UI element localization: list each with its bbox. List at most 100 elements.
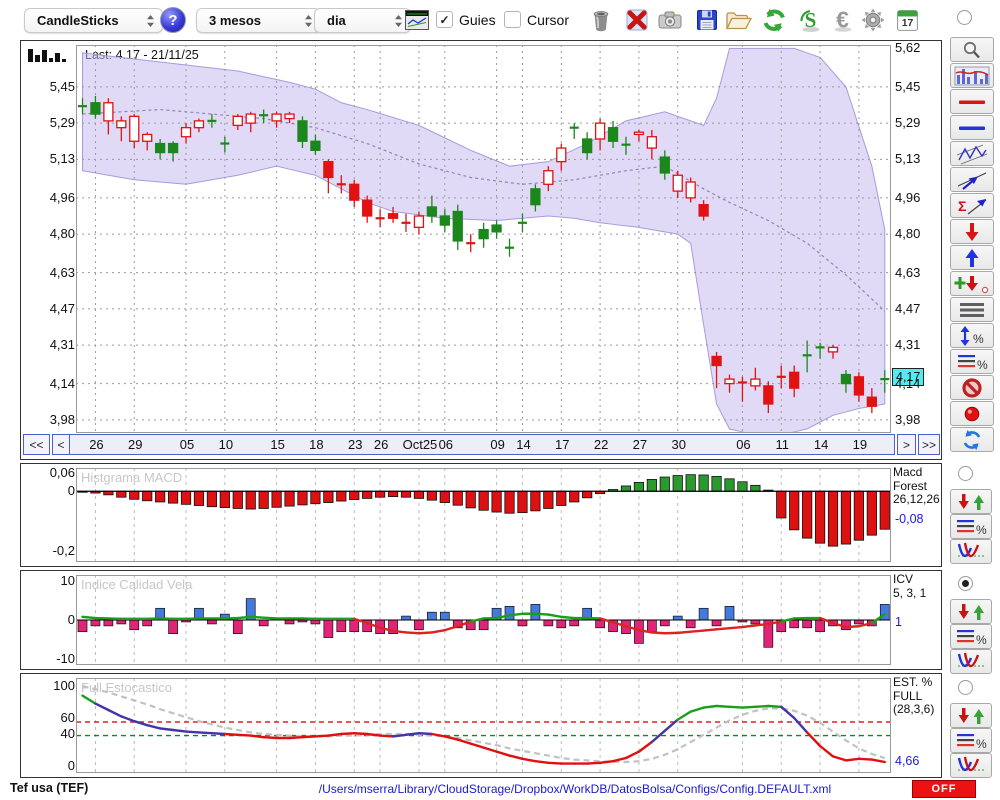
nav-first-button[interactable]: << [23, 434, 50, 455]
stoch-tool-curve-v-button[interactable] [950, 753, 992, 778]
svg-text:%: % [976, 737, 987, 751]
sigma-trend-button[interactable]: Σ [950, 193, 994, 218]
icv-tool-signal-arrows-button[interactable] [950, 599, 992, 624]
stochastic-axis-label: 100 [29, 678, 75, 693]
icv-radio[interactable] [958, 576, 973, 591]
price-plot[interactable] [76, 45, 891, 433]
nav-next-button[interactable]: > [897, 434, 916, 455]
list-lines-button[interactable] [950, 297, 994, 322]
y-axis-label: 4,63 [29, 265, 75, 280]
chart-style-icon[interactable] [27, 46, 67, 64]
y-axis-label: 4,96 [29, 190, 75, 205]
icv-tool-curve-v-button[interactable] [950, 649, 992, 674]
off-toggle-button[interactable]: OFF [912, 780, 976, 798]
stoch-tool-signal-arrows-button[interactable] [950, 703, 992, 728]
x-axis-label: 19 [840, 437, 880, 452]
sync-s-icon[interactable]: S [796, 6, 825, 34]
x-axis-label: 22 [581, 437, 621, 452]
forbidden-button[interactable] [950, 375, 994, 400]
x-axis-label: 26 [361, 437, 401, 452]
macd-plot[interactable] [76, 468, 891, 562]
save-floppy-icon[interactable] [692, 6, 721, 34]
stoch-tool-lines-percent-button[interactable]: % [950, 728, 992, 753]
guies-checkbox[interactable]: ✓ [436, 11, 453, 28]
macd-tool-lines-percent-button[interactable]: % [950, 514, 992, 539]
stoch-radio[interactable] [958, 680, 973, 695]
icv-axis-label: -10 [29, 651, 75, 666]
y-axis-label-right: 4,96 [895, 190, 920, 205]
y-axis-label-right: 4,31 [895, 337, 920, 352]
euro-icon[interactable]: € [828, 6, 857, 34]
zigzag-channel-button[interactable] [950, 141, 994, 166]
x-axis-label: 10 [206, 437, 246, 452]
delete-x-icon[interactable] [622, 6, 651, 34]
open-folder-icon[interactable] [724, 6, 753, 34]
y-axis-label-right: 4,80 [895, 226, 920, 241]
x-axis-label: 30 [659, 437, 699, 452]
stochastic-axis-label: 0 [29, 758, 75, 773]
vertical-percent-button[interactable]: % [950, 323, 994, 348]
y-axis-label: 4,31 [29, 337, 75, 352]
chevron-updown-icon [146, 14, 155, 28]
y-axis-label-right: 5,62 [895, 40, 920, 55]
svg-text:17: 17 [902, 18, 914, 29]
main-chart-panel: Last: 4.17 - 21/11/25 4,17 << < 26290510… [20, 40, 942, 460]
refresh-blue-button[interactable] [950, 427, 994, 452]
period-select[interactable]: 3 mesos [196, 8, 321, 33]
help-label: ? [168, 12, 177, 29]
macd-axis-label: -0,2 [29, 543, 75, 558]
symbol-label: Tef usa (TEF) [10, 781, 88, 795]
down-arrow-red-button[interactable] [950, 219, 994, 244]
cursor-label: Cursor [527, 12, 569, 28]
settings-gear-icon[interactable] [858, 6, 887, 34]
trend-arrow-button[interactable] [950, 167, 994, 192]
macd-tool-signal-arrows-button[interactable] [950, 489, 992, 514]
y-axis-label-right: 5,13 [895, 151, 920, 166]
x-axis-label: 26 [76, 437, 116, 452]
y-axis-label: 4,47 [29, 301, 75, 316]
x-axis-label: 14 [503, 437, 543, 452]
x-axis-label: 06 [426, 437, 466, 452]
stochastic-plot[interactable] [76, 678, 891, 773]
camera-icon[interactable] [656, 6, 685, 34]
nav-prev-button[interactable]: < [52, 434, 70, 455]
x-axis-label: 27 [620, 437, 660, 452]
up-arrow-blue-button[interactable] [950, 245, 994, 270]
stochastic-panel: Full Estocastico EST. % FULL (28,3,6) 4,… [20, 673, 942, 778]
blue-line-button[interactable] [950, 115, 994, 140]
trash-icon[interactable] [586, 6, 615, 34]
refresh-green-icon[interactable] [760, 6, 789, 34]
mini-chart-icon[interactable] [404, 9, 430, 31]
icv-plot[interactable] [76, 575, 891, 665]
status-bar: Tef usa (TEF) /Users/mserra/Library/Clou… [0, 778, 1000, 800]
y-axis-label-right: 4,63 [895, 265, 920, 280]
interval-select[interactable]: dia [314, 8, 411, 33]
zoom-magnifier-button[interactable] [950, 37, 994, 62]
toolbar-radio[interactable] [957, 10, 972, 25]
add-signal-button[interactable] [950, 271, 994, 296]
help-button[interactable]: ? [160, 7, 186, 33]
macd-tool-curve-v-button[interactable] [950, 539, 992, 564]
indicator-chart-button[interactable] [950, 63, 994, 88]
x-axis-label: 14 [801, 437, 841, 452]
icv-tool-lines-percent-button[interactable]: % [950, 624, 992, 649]
svg-text:%: % [977, 358, 988, 372]
guies-label: Guies [459, 12, 496, 28]
toolbar: CandleSticks ? 3 mesos dia ✓ Guies Curso… [0, 0, 1000, 38]
cursor-checkbox-group: Cursor [504, 11, 569, 28]
red-line-button[interactable] [950, 89, 994, 114]
lines-percent-button[interactable]: % [950, 349, 994, 374]
cursor-checkbox[interactable] [504, 11, 521, 28]
x-axis-label: 17 [542, 437, 582, 452]
macd-radio[interactable] [958, 466, 973, 481]
x-axis-label: 05 [167, 437, 207, 452]
svg-text:€: € [836, 8, 849, 33]
calendar-17-icon[interactable]: 17 [893, 6, 922, 34]
nav-last-button[interactable]: >> [918, 434, 940, 455]
x-axis-label: 11 [762, 437, 802, 452]
record-dot-button[interactable] [950, 401, 994, 426]
stochastic-axis-label: 40 [29, 726, 75, 741]
chart-type-select[interactable]: CandleSticks [24, 8, 163, 33]
chevron-updown-icon [394, 14, 403, 28]
macd-axis-label: 0 [29, 483, 75, 498]
